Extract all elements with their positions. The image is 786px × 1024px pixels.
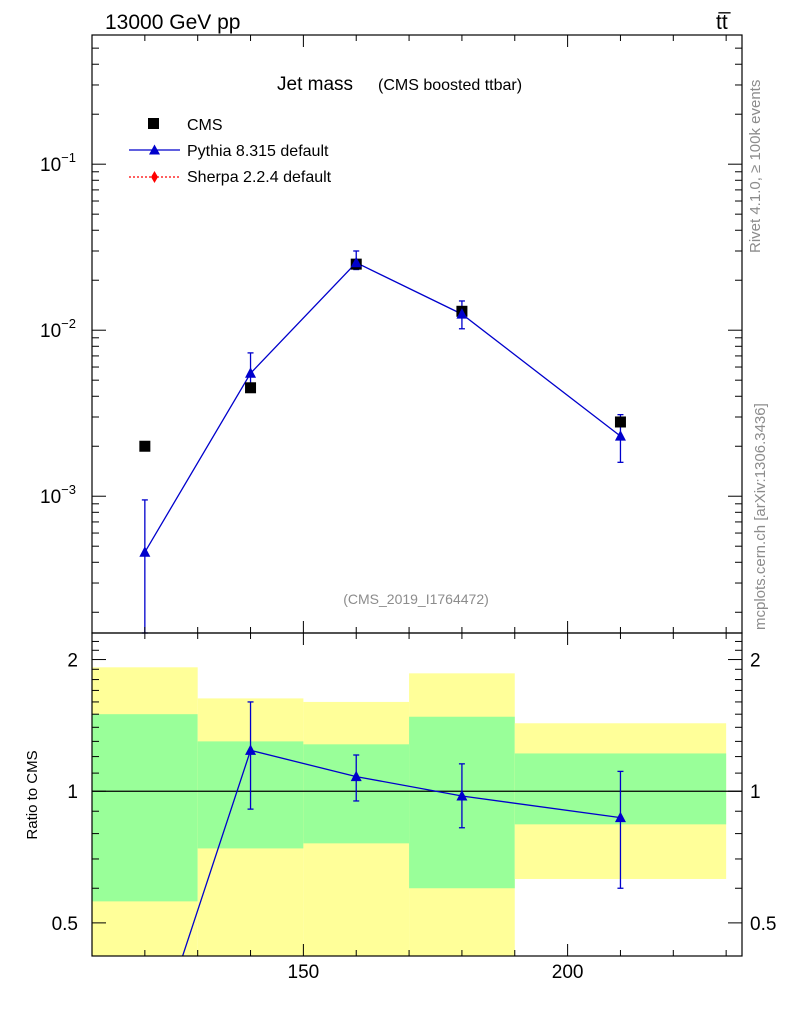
legend: CMS Pythia 8.315 default Sherpa 2.2.4 de… (129, 117, 332, 186)
ratio-panel: 150 200 2 2 1 1 0.5 0.5 Ratio to CMS (24, 632, 776, 983)
main-ytick-label-exp: −3 (61, 482, 76, 497)
chart-subtitle: (CMS boosted ttbar) (378, 77, 522, 94)
ratio-ylabel: Ratio to CMS (24, 750, 41, 839)
pythia-point (350, 256, 362, 268)
analysis-id: (CMS_2019_I1764472) (343, 591, 489, 607)
ratio-ytick-label-left: 0.5 (52, 914, 78, 935)
rivet-label: Rivet 4.1.0, ≥ 100k events (747, 80, 764, 253)
legend-label-sherpa: Sherpa 2.2.4 default (187, 169, 332, 186)
mcplots-label: mcplots.cern.ch [arXiv:1306.3436] (752, 403, 769, 630)
legend-label-pythia: Pythia 8.315 default (187, 143, 329, 160)
main-ytick-label-exp: −2 (61, 316, 76, 331)
pythia-point (245, 367, 257, 378)
header-left: 13000 GeV pp (105, 11, 240, 34)
ratio-frame (91, 632, 743, 957)
ratio-pythia-point (350, 770, 362, 782)
ratio-data-layer (92, 667, 742, 956)
ratio-pythia-point (614, 811, 626, 823)
legend-marker-cms (148, 118, 159, 129)
cms-point (614, 416, 626, 428)
ratio-ytick-label-left: 1 (67, 782, 78, 803)
ratio-ytick-label-right: 1 (750, 782, 761, 803)
legend-marker-sherpa (151, 171, 158, 183)
ratio-ytick-label-left: 2 (67, 651, 78, 672)
legend-label-cms: CMS (187, 117, 223, 134)
main-data-layer (139, 250, 626, 634)
header-right: tt̅ (716, 11, 732, 34)
ratio-ytick-label-right: 0.5 (750, 914, 776, 935)
pythia-point (456, 308, 468, 319)
main-panel: 10−1 10−2 10−3 Jet mass (CMS boosted ttbar… (40, 34, 743, 634)
main-ytick-label: 10−1 (40, 150, 76, 176)
pythia-point (139, 546, 151, 557)
main-ytick-label-exp: −1 (61, 150, 76, 165)
pythia-point (614, 430, 626, 441)
ratio-band-inner (92, 714, 198, 902)
ratio-pythia-point (456, 790, 468, 801)
ratio-ytick-label-right: 2 (750, 651, 761, 672)
ratio-axes: 150 200 2 2 1 1 0.5 0.5 (52, 633, 776, 983)
legend-marker-pythia (149, 144, 160, 155)
ratio-pythia-point (245, 744, 257, 755)
pythia-line (144, 261, 621, 553)
ratio-xtick-label: 200 (552, 962, 584, 983)
main-ytick-label: 10−2 (40, 316, 76, 342)
cms-point (139, 440, 151, 452)
chart-title: Jet mass (277, 74, 353, 95)
ratio-xtick-label: 150 (288, 962, 320, 983)
main-ytick-label: 10−3 (40, 482, 76, 508)
cms-point (245, 382, 257, 394)
